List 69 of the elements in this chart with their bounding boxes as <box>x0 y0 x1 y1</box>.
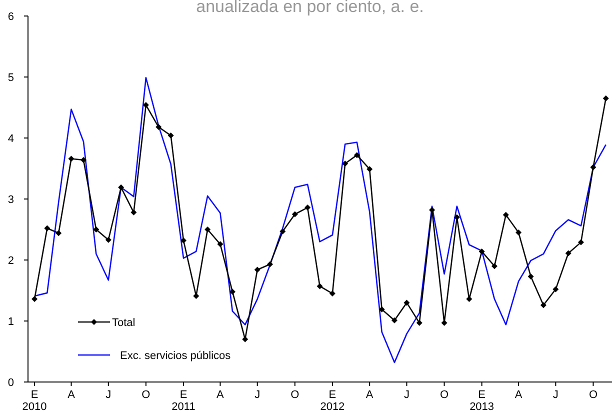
legend-label: Exc. servicios públicos <box>120 350 232 362</box>
y-tick-label: 6 <box>8 11 14 23</box>
x-tick-label: E 2013 <box>470 389 494 413</box>
y-tick-label: 5 <box>8 72 14 84</box>
chart-title: anualizada en por ciento, a. e. <box>196 0 424 16</box>
point <box>491 263 498 270</box>
point <box>44 225 50 232</box>
x-tick-label: E 2010 <box>22 389 47 413</box>
point <box>516 230 522 236</box>
point <box>142 102 149 108</box>
y-tick-label: 2 <box>8 255 14 267</box>
point <box>130 209 137 216</box>
point <box>378 306 385 312</box>
point <box>578 239 584 246</box>
point <box>342 160 348 167</box>
point <box>552 286 559 292</box>
y-tick-label: 3 <box>8 194 14 206</box>
point <box>590 164 596 170</box>
point <box>366 166 373 172</box>
x-tick-label: O <box>142 389 151 401</box>
x-tick-label: O <box>290 389 300 401</box>
x-tick-label: O <box>440 389 449 401</box>
point <box>80 156 86 163</box>
point <box>56 230 62 236</box>
point <box>254 266 260 273</box>
point <box>429 206 436 213</box>
x-tick-label: A <box>366 389 374 401</box>
point <box>466 296 472 302</box>
x-tick-label: A <box>514 389 523 401</box>
point <box>168 132 174 139</box>
point <box>280 228 286 234</box>
point <box>180 237 186 244</box>
x-tick-label: J <box>106 389 112 401</box>
point <box>565 250 572 256</box>
x-tick-label: J <box>552 389 558 401</box>
point <box>229 288 236 295</box>
x-tick-label: E 2011 <box>172 389 196 413</box>
point <box>354 152 360 158</box>
x-tick-label: J <box>254 389 260 401</box>
point <box>217 241 224 248</box>
point <box>68 156 74 162</box>
x-tick-label: J <box>404 389 410 401</box>
legend-label: Total <box>112 317 136 329</box>
point <box>304 204 311 211</box>
point <box>416 320 422 326</box>
point <box>329 290 336 297</box>
point <box>528 273 534 280</box>
point <box>292 211 298 218</box>
point <box>105 236 112 243</box>
y-tick-label: 1 <box>8 316 14 328</box>
point <box>391 317 398 324</box>
x-tick-label: A <box>68 389 76 401</box>
point <box>602 95 609 102</box>
point <box>204 226 211 232</box>
y-tick-label: 4 <box>8 133 14 145</box>
point <box>93 226 100 232</box>
point <box>540 302 546 308</box>
x-tick-label: E 2012 <box>320 389 345 413</box>
y-tick-label: 0 <box>8 377 14 389</box>
point <box>404 300 410 306</box>
point <box>32 296 38 302</box>
point <box>156 124 162 130</box>
point <box>118 184 124 190</box>
point <box>267 261 274 268</box>
point <box>478 248 485 254</box>
x-tick-label: O <box>588 389 598 401</box>
point <box>502 212 509 218</box>
point <box>316 283 323 290</box>
x-tick-label: A <box>216 389 225 401</box>
